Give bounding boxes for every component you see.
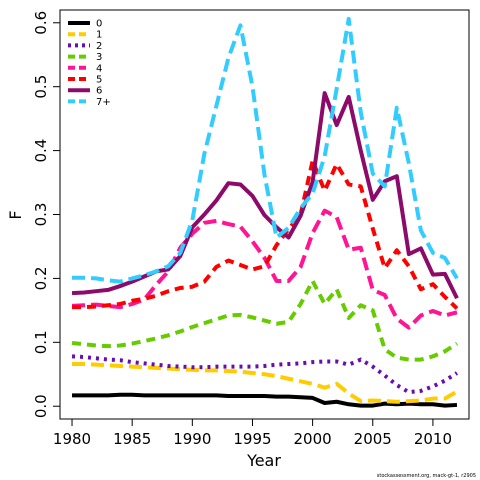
series-line-2 [71,354,459,395]
y-tick-label: 0.1 [32,330,50,354]
x-tick-label: 1980 [53,430,91,448]
legend-label-0: 0 [96,19,102,30]
y-tick-label: 0.4 [32,139,50,163]
series-layer [71,16,459,408]
y-tick-label: 0.2 [32,266,50,290]
x-tick-label: 1995 [233,430,271,448]
series-line-5 [72,158,459,310]
x-tick-label: 2005 [354,430,392,448]
legend-label-5: 5 [96,75,102,86]
legend-label-7+: 7+ [96,97,111,108]
series-line-1 [72,362,458,404]
y-tick-label: 0.0 [32,394,50,418]
y-tick-label: 0.6 [32,11,50,35]
x-axis-title: Year [246,451,281,470]
credit-text: stockassessment.org, mack-gt-1, r2905 [377,473,476,479]
legend-label-6: 6 [96,86,102,97]
y-tick-label: 0.3 [32,203,50,227]
x-axis: 1980 1985 1990 1995 2000 2005 2010 [53,419,452,448]
legend-label-2: 2 [96,41,102,52]
x-tick-label: 2000 [294,430,332,448]
x-tick-label: 2010 [414,430,452,448]
y-axis: 0.0 0.1 0.2 0.3 0.4 0.5 0.6 [32,11,60,418]
legend-label-4: 4 [96,63,102,74]
series-line-6 [71,91,459,300]
y-tick-label: 0.5 [32,75,50,99]
series-line-4 [71,208,458,330]
series-line-0 [72,392,458,408]
legend-label-1: 1 [96,30,102,41]
y-axis-title: F [6,210,25,219]
series-line-7+ [72,16,459,284]
x-tick-label: 1985 [113,430,151,448]
x-tick-label: 1990 [173,430,211,448]
series-line-3 [71,278,459,362]
legend-label-3: 3 [96,52,102,63]
